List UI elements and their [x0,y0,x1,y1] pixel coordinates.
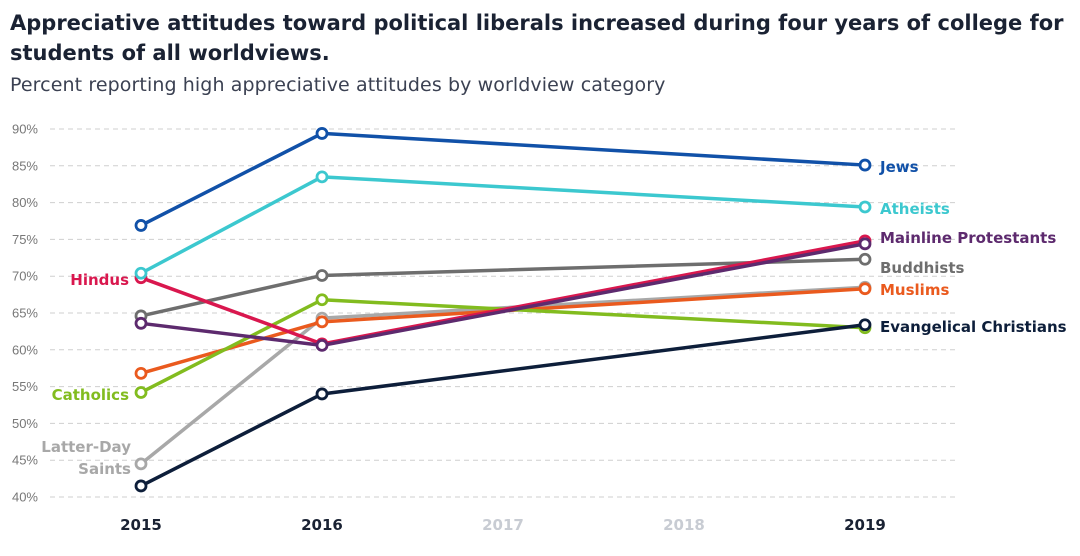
series-lines [134,127,872,493]
y-tick-label: 80% [12,195,38,210]
series-line [139,131,867,228]
series-atheists [134,170,872,280]
data-point [134,386,148,399]
x-tick-label: 2015 [120,516,162,534]
x-tick-label: 2018 [663,516,705,534]
data-point [858,158,872,172]
data-point [315,338,329,352]
series-label: Hindus [70,271,129,289]
series-label: Atheists [880,200,950,218]
chart-subtitle: Percent reporting high appreciative atti… [10,74,666,96]
x-tick-label: 2019 [844,516,886,534]
data-point [315,127,329,140]
data-point [858,252,872,266]
series-muslims [134,282,872,380]
x-tick-label: 2016 [301,516,343,534]
y-tick-label: 65% [12,306,38,321]
data-point [315,170,329,184]
series-jews [134,127,872,232]
data-point [134,316,148,330]
series-labels: Latter-Day Saints Buddhists Muslims Catholic… [41,158,1066,478]
series-label: Evangelical Christians [880,318,1067,336]
series-line [139,285,867,466]
series-evangelical-christians [134,318,872,493]
series-label: Buddhists [880,259,965,277]
y-tick-label: 60% [12,342,38,357]
y-axis-ticks: 90% 85% 80% 75% 70% 65% 60% 55% 50% 45% 40% [12,122,38,505]
y-tick-label: 40% [12,490,38,505]
series-line [139,175,867,276]
y-tick-label: 70% [12,269,38,284]
data-point [134,479,148,493]
data-point [858,282,872,296]
data-point [134,366,148,380]
x-axis-ticks: 2015 2016 2017 2018 2019 [120,516,886,534]
series-mainline-protestants [134,237,872,352]
y-tick-label: 90% [12,122,38,137]
series-line [139,286,867,376]
y-tick-label: 45% [12,453,38,468]
data-point [858,200,872,214]
series-label: Jews [879,158,919,176]
data-point [315,387,329,401]
data-point [315,315,329,329]
series-catholics [134,293,872,399]
data-point [315,293,329,307]
y-tick-label: 85% [12,158,38,173]
data-point [858,318,872,332]
x-tick-label: 2017 [482,516,524,534]
data-point [134,457,148,471]
series-line [139,323,867,488]
y-tick-label: 55% [12,379,38,394]
series-label: Catholics [52,386,129,404]
series-label: Latter-Day [41,438,131,456]
data-point [134,266,148,280]
data-point [858,237,872,251]
series-label: Saints [78,460,131,478]
data-point [134,219,148,232]
series-label: Mainline Protestants [880,229,1056,247]
chart-title: Appreciative attitudes toward political … [10,11,1064,65]
data-point [315,269,329,282]
series-label: Muslims [880,281,949,299]
y-tick-label: 50% [12,416,38,431]
y-tick-label: 75% [12,232,38,247]
